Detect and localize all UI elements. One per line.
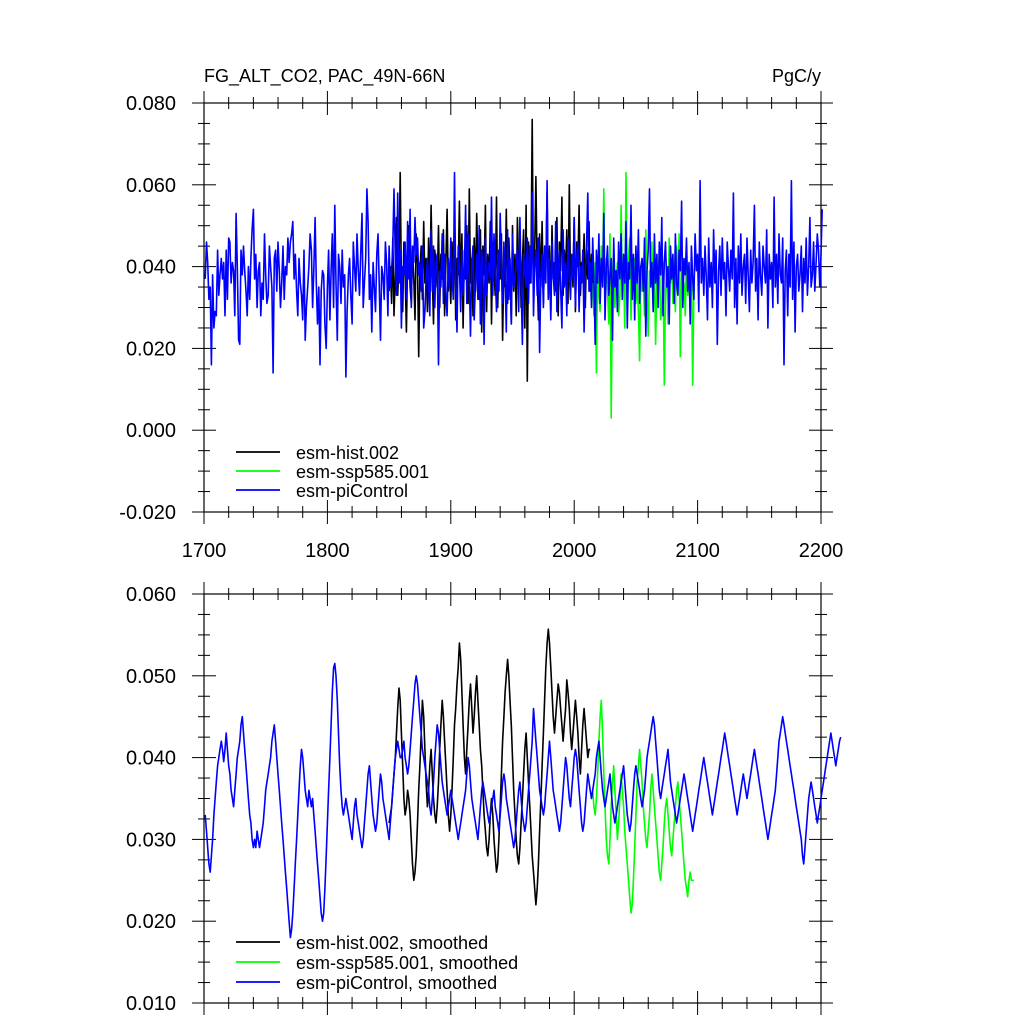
x-tick-label: 1900 [429,540,474,562]
legend-label: esm-hist.002 [296,443,399,463]
legend-label: esm-hist.002, smoothed [296,933,488,953]
x-tick-label: 2100 [675,540,720,562]
series-line-esm-ssp585-001-smoothed [591,699,694,914]
series-line-esm-hist-002-smoothed [388,628,591,906]
y-tick-label: 0.030 [126,829,176,851]
series-line-esm-picontrol-smoothed [204,662,842,939]
legend-label: esm-ssp585.001, smoothed [296,953,518,973]
legend-label: esm-piControl [296,481,408,501]
x-tick-label: 1800 [305,540,350,562]
series-line-esm-ssp585-001 [591,171,695,419]
y-tick-label: 0.020 [126,338,176,360]
y-tick-label: -0.020 [119,502,176,524]
units-label: PgC/y [772,66,821,86]
bottom-panel: 0.010 0.020 0.030 0.040 0.050 0.060 esm-hist.0… [126,582,842,1015]
top-panel: 1700 1800 1900 2000 2100 2200 -0.020 0.000 0.020… [119,91,843,562]
y-tick-label: 0.060 [126,584,176,606]
y-tick-label: 0.010 [126,993,176,1015]
y-tick-label: 0.000 [126,420,176,442]
x-tick-label: 1700 [182,540,227,562]
x-tick-label: 2200 [799,540,844,562]
x-tick-label: 2000 [552,540,597,562]
chart-title: FG_ALT_CO2, PAC_49N-66N [204,66,445,87]
series-line-esm-picontrol [204,171,823,378]
y-tick-label: 0.050 [126,666,176,688]
legend-label: esm-ssp585.001 [296,462,429,482]
y-tick-label: 0.020 [126,911,176,933]
y-tick-label: 0.080 [126,93,176,115]
y-tick-label: 0.040 [126,748,176,770]
y-tick-label: 0.060 [126,175,176,197]
y-tick-label: 0.040 [126,257,176,279]
legend-label: esm-piControl, smoothed [296,973,497,993]
